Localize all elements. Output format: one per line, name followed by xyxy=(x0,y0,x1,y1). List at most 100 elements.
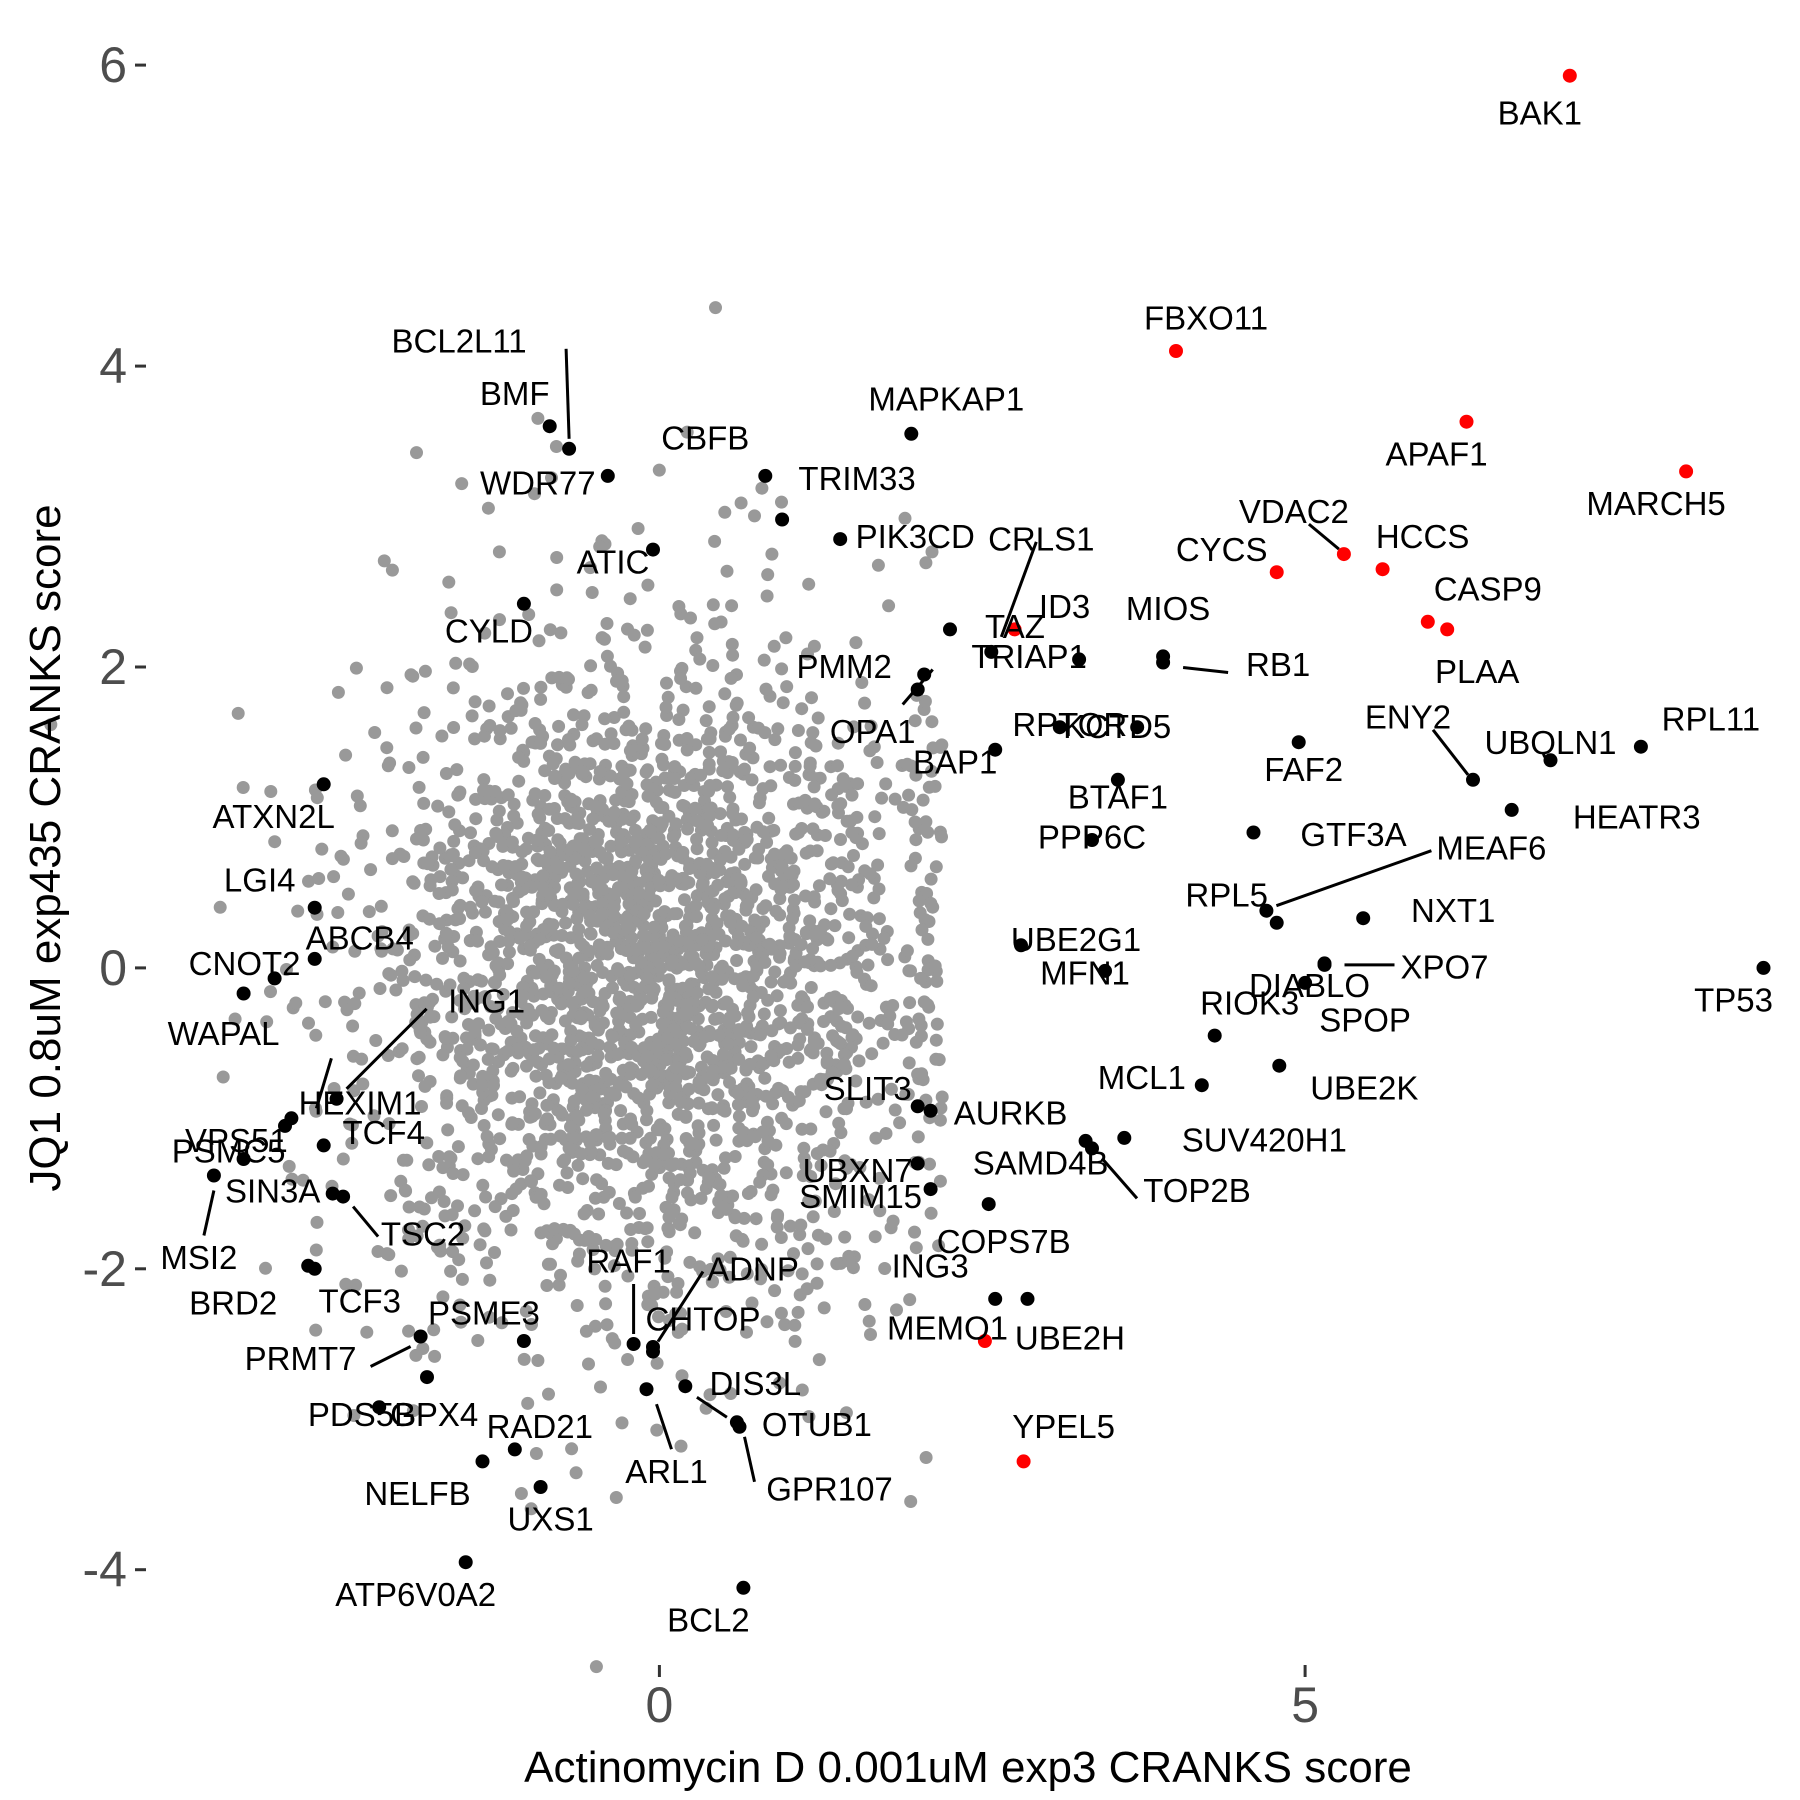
background-point xyxy=(752,796,766,810)
background-point xyxy=(767,823,781,837)
background-point xyxy=(477,783,490,797)
background-point xyxy=(417,1202,431,1216)
label-ppp6c: PPP6C xyxy=(1038,819,1146,856)
background-point xyxy=(700,857,714,871)
background-point xyxy=(841,860,855,874)
background-point xyxy=(502,945,516,959)
background-point xyxy=(436,1290,450,1304)
background-point xyxy=(914,1029,928,1043)
point-heatr3 xyxy=(1504,802,1519,817)
background-point xyxy=(665,1190,679,1204)
background-point xyxy=(655,752,669,766)
background-point xyxy=(679,925,693,939)
background-point xyxy=(708,1012,722,1026)
background-point xyxy=(612,993,626,1006)
background-point xyxy=(665,954,679,968)
background-point xyxy=(488,894,502,908)
point-casp9 xyxy=(1420,614,1435,629)
background-point xyxy=(529,1447,543,1460)
background-point xyxy=(758,726,772,740)
background-point xyxy=(607,737,621,750)
background-point xyxy=(812,1353,826,1367)
label-diablo: DIABLO xyxy=(1249,967,1370,1004)
background-point xyxy=(620,1206,634,1220)
label-ing3: ING3 xyxy=(892,1248,969,1285)
background-point xyxy=(742,711,756,725)
background-point xyxy=(824,902,838,916)
background-point xyxy=(558,1014,572,1028)
background-point xyxy=(585,1035,599,1049)
background-point xyxy=(921,998,935,1012)
background-point xyxy=(445,1010,459,1024)
background-point xyxy=(709,1133,723,1147)
background-point xyxy=(625,1040,638,1054)
background-point xyxy=(668,760,682,774)
background-point xyxy=(680,743,694,757)
background-point xyxy=(569,867,583,881)
background-point xyxy=(572,817,586,830)
label-nelfb: NELFB xyxy=(364,1475,470,1512)
background-point xyxy=(725,599,739,613)
background-point xyxy=(714,1189,728,1203)
background-point xyxy=(915,923,929,937)
background-point xyxy=(831,736,845,750)
background-point xyxy=(447,834,461,848)
background-point xyxy=(588,1262,601,1276)
background-point xyxy=(845,878,859,892)
background-point xyxy=(919,1451,933,1464)
background-point xyxy=(501,913,515,927)
background-point xyxy=(424,873,438,887)
point-samd4b xyxy=(1078,1133,1093,1148)
point-riok3 xyxy=(1207,1028,1222,1043)
label-ube2g1: UBE2G1 xyxy=(1011,921,1141,958)
background-point xyxy=(517,1352,531,1366)
background-point xyxy=(309,1323,323,1337)
background-point xyxy=(731,1098,745,1112)
connector-adnp xyxy=(656,1270,705,1343)
background-point xyxy=(713,853,727,867)
background-point xyxy=(501,788,515,802)
connector-prmt7 xyxy=(369,1345,412,1368)
background-point xyxy=(719,1151,732,1165)
background-point xyxy=(863,867,877,881)
background-point xyxy=(260,1015,274,1029)
background-point xyxy=(625,723,639,737)
background-point xyxy=(925,715,939,729)
background-point xyxy=(804,981,818,994)
background-point xyxy=(799,889,812,903)
background-point xyxy=(560,671,574,685)
background-point xyxy=(564,1024,578,1038)
background-point xyxy=(706,1064,720,1077)
label-atic: ATIC xyxy=(577,543,650,580)
background-point xyxy=(716,1200,729,1213)
background-point xyxy=(331,685,345,699)
point-psme3 xyxy=(516,1334,531,1348)
background-point xyxy=(623,744,637,758)
background-point xyxy=(658,738,672,751)
background-point xyxy=(616,1144,630,1158)
axes: -4 -2 0 2 4 6 0 5 xyxy=(83,37,1319,1733)
background-point xyxy=(439,926,453,940)
background-point xyxy=(879,1127,893,1140)
label-cyld: CYLD xyxy=(445,613,533,650)
background-point xyxy=(694,768,708,782)
background-point xyxy=(478,626,492,640)
background-point xyxy=(444,1264,458,1278)
background-point xyxy=(877,931,891,945)
background-point xyxy=(768,847,781,861)
label-slit3: SLIT3 xyxy=(824,1070,912,1107)
background-point xyxy=(492,804,506,818)
background-point xyxy=(488,1246,501,1259)
background-point xyxy=(764,975,778,989)
background-point xyxy=(713,1178,727,1191)
background-point xyxy=(672,934,686,948)
background-point xyxy=(520,919,534,933)
background-point xyxy=(416,833,430,847)
background-point xyxy=(529,1069,543,1083)
background-point xyxy=(928,959,942,973)
background-point xyxy=(402,1232,416,1246)
background-point xyxy=(775,495,788,509)
background-point xyxy=(691,1119,705,1133)
connector-bcl2l11 xyxy=(564,348,571,439)
background-point xyxy=(768,733,782,747)
